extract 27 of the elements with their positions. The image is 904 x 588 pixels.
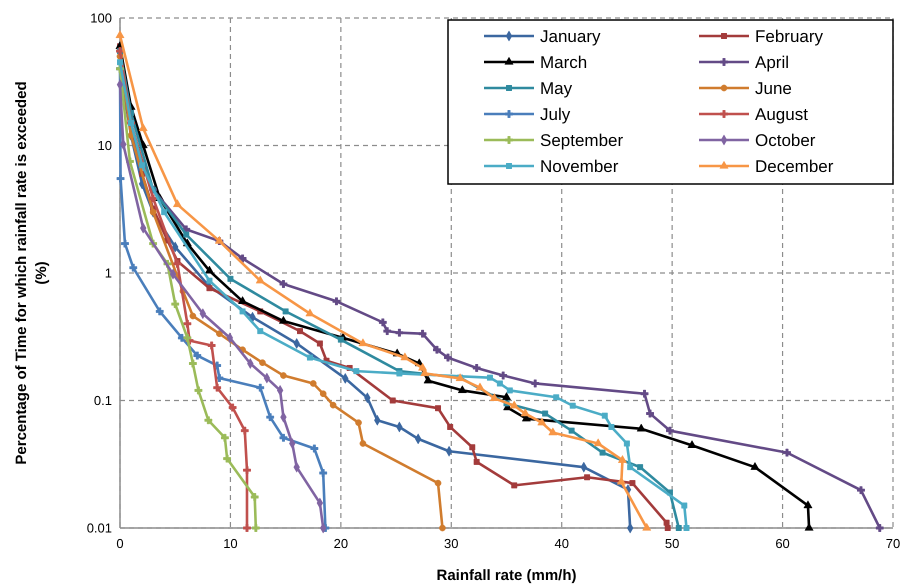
legend-label: June bbox=[755, 78, 792, 98]
y-tick-label: 1 bbox=[104, 266, 112, 281]
x-tick-label: 0 bbox=[116, 536, 124, 551]
y-axis-title: Percentage of Time for which rainfall rate is exceeded (%) bbox=[13, 81, 50, 465]
legend-label: September bbox=[540, 130, 624, 150]
legend-label: July bbox=[540, 104, 571, 124]
legend-label: August bbox=[755, 104, 808, 124]
legend-label: December bbox=[755, 156, 834, 176]
legend-label: May bbox=[540, 78, 573, 98]
legend-label: April bbox=[755, 52, 790, 72]
y-tick-label: 0.1 bbox=[94, 393, 112, 408]
y-tick-label: 100 bbox=[90, 10, 112, 26]
x-tick-label: 40 bbox=[554, 536, 569, 551]
legend-label: February bbox=[755, 26, 824, 46]
x-tick-label: 50 bbox=[664, 536, 680, 551]
legend-label: March bbox=[540, 52, 588, 72]
legend-label: November bbox=[540, 156, 619, 176]
legend-label: October bbox=[755, 130, 816, 150]
legend-label: January bbox=[540, 26, 601, 46]
x-tick-label: 20 bbox=[334, 536, 348, 551]
x-axis-title: Rainfall rate (mm/h) bbox=[436, 567, 577, 584]
x-tick-label: 70 bbox=[886, 536, 900, 551]
x-tick-label: 60 bbox=[775, 536, 790, 551]
x-tick-label: 30 bbox=[444, 536, 459, 551]
x-tick-label: 10 bbox=[223, 536, 238, 551]
y-tick-label: 0.01 bbox=[86, 520, 112, 536]
y-tick-label: 10 bbox=[98, 138, 112, 154]
